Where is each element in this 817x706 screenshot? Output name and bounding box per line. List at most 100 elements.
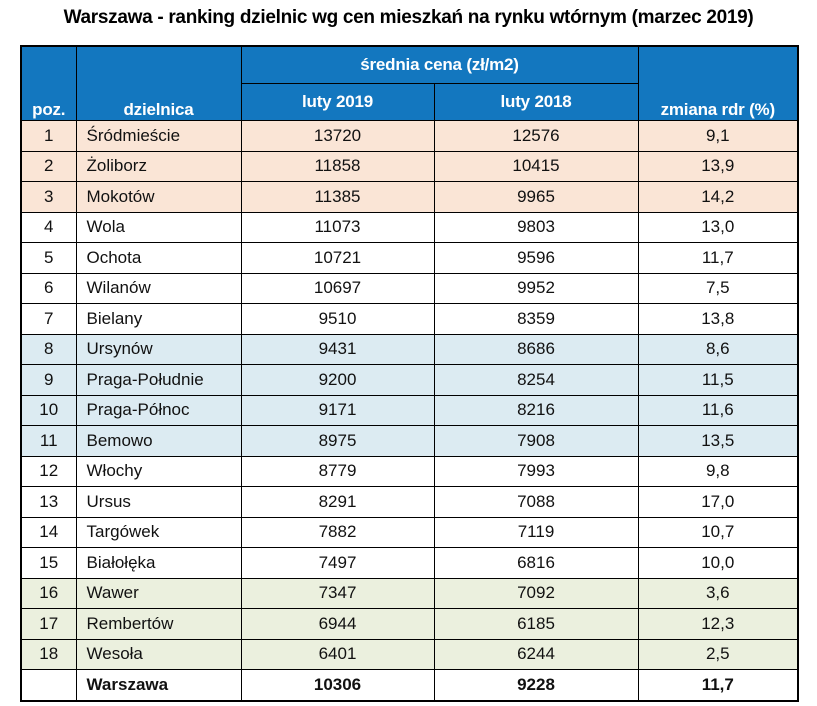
cell-poz: 9 [20, 364, 77, 396]
cell-poz: 3 [20, 181, 77, 213]
col-header-luty-2018: luty 2018 [433, 83, 639, 121]
cell-dzielnica: Wesoła [75, 638, 242, 670]
cell-luty-2019: 11385 [240, 181, 435, 213]
cell-dzielnica: Bielany [75, 303, 242, 335]
table-row: 6 Wilanów 10697 9952 7,5 [20, 272, 799, 304]
cell-dzielnica: Rembertów [75, 608, 242, 640]
page-title: Warszawa - ranking dzielnic wg cen miesz… [63, 7, 754, 28]
cell-zmiana-rdr: 3,6 [637, 577, 799, 609]
cell-dzielnica: Włochy [75, 455, 242, 487]
cell-zmiana-rdr: 13,9 [637, 150, 799, 182]
cell-zmiana-rdr: 11,5 [637, 364, 799, 396]
col-group-header-srednia-cena: średnia cena (zł/m2) [240, 45, 639, 84]
cell-zmiana-rdr: 2,5 [637, 638, 799, 670]
cell-zmiana-rdr: 9,8 [637, 455, 799, 487]
cell-zmiana-rdr: 10,7 [637, 516, 799, 548]
cell-luty-2019: 7347 [240, 577, 435, 609]
table-row: 2 Żoliborz 11858 10415 13,9 [20, 150, 799, 182]
cell-zmiana-rdr: 11,7 [637, 669, 799, 701]
cell-poz: 16 [20, 577, 77, 609]
table-row: 1 Śródmieście 13720 12576 9,1 [20, 120, 799, 152]
cell-poz: 2 [20, 150, 77, 182]
cell-luty-2018: 8359 [433, 303, 639, 335]
table-row: 3 Mokotów 11385 9965 14,2 [20, 181, 799, 213]
ranking-table: poz. dzielnica średnia cena (zł/m2) zmia… [20, 45, 800, 702]
table-row: 13 Ursus 8291 7088 17,0 [20, 486, 799, 518]
table-row: 9 Praga-Południe 9200 8254 11,5 [20, 364, 799, 396]
cell-luty-2018: 7092 [433, 577, 639, 609]
cell-luty-2018: 9965 [433, 181, 639, 213]
cell-luty-2019: 11858 [240, 150, 435, 182]
cell-dzielnica: Śródmieście [75, 120, 242, 152]
cell-luty-2019: 8975 [240, 425, 435, 457]
cell-dzielnica: Wola [75, 211, 242, 243]
cell-luty-2019: 9510 [240, 303, 435, 335]
cell-luty-2018: 12576 [433, 120, 639, 152]
header-row-sub: luty 2019 luty 2018 [21, 83, 798, 121]
cell-luty-2018: 7088 [433, 486, 639, 518]
cell-dzielnica: Białołęka [75, 547, 242, 579]
cell-poz: 7 [20, 303, 77, 335]
cell-dzielnica: Targówek [75, 516, 242, 548]
cell-zmiana-rdr: 13,5 [637, 425, 799, 457]
col-header-poz: poz. [20, 45, 77, 121]
cell-poz: 5 [20, 242, 77, 274]
cell-luty-2019: 9431 [240, 333, 435, 365]
cell-zmiana-rdr: 9,1 [637, 120, 799, 152]
cell-zmiana-rdr: 7,5 [637, 272, 799, 304]
cell-zmiana-rdr: 13,8 [637, 303, 799, 335]
cell-dzielnica: Praga-Południe [75, 364, 242, 396]
cell-poz: 10 [20, 394, 77, 426]
cell-poz: 13 [20, 486, 77, 518]
cell-luty-2018: 10415 [433, 150, 639, 182]
table-row: 12 Włochy 8779 7993 9,8 [20, 455, 799, 487]
cell-zmiana-rdr: 11,7 [637, 242, 799, 274]
cell-poz: 12 [20, 455, 77, 487]
table-row: 5 Ochota 10721 9596 11,7 [20, 242, 799, 274]
cell-zmiana-rdr: 13,0 [637, 211, 799, 243]
cell-zmiana-rdr: 10,0 [637, 547, 799, 579]
cell-luty-2019: 9200 [240, 364, 435, 396]
summary-row: Warszawa 10306 9228 11,7 [20, 669, 799, 701]
cell-dzielnica: Warszawa [75, 669, 242, 701]
cell-dzielnica: Żoliborz [75, 150, 242, 182]
cell-luty-2018: 7119 [433, 516, 639, 548]
table-row: 4 Wola 11073 9803 13,0 [20, 211, 799, 243]
cell-luty-2018: 7908 [433, 425, 639, 457]
cell-dzielnica: Mokotów [75, 181, 242, 213]
cell-poz [20, 669, 77, 701]
cell-luty-2019: 7497 [240, 547, 435, 579]
cell-luty-2019: 8291 [240, 486, 435, 518]
cell-dzielnica: Bemowo [75, 425, 242, 457]
cell-luty-2018: 8216 [433, 394, 639, 426]
col-header-zmiana-rdr: zmiana rdr (%) [637, 45, 799, 121]
cell-luty-2018: 9803 [433, 211, 639, 243]
cell-poz: 14 [20, 516, 77, 548]
cell-luty-2019: 10306 [240, 669, 435, 701]
table-row: 17 Rembertów 6944 6185 12,3 [20, 608, 799, 640]
cell-luty-2019: 7882 [240, 516, 435, 548]
cell-dzielnica: Praga-Północ [75, 394, 242, 426]
cell-poz: 1 [20, 120, 77, 152]
cell-luty-2019: 8779 [240, 455, 435, 487]
cell-poz: 15 [20, 547, 77, 579]
cell-luty-2019: 10721 [240, 242, 435, 274]
cell-luty-2018: 9952 [433, 272, 639, 304]
cell-poz: 18 [20, 638, 77, 670]
cell-poz: 6 [20, 272, 77, 304]
cell-dzielnica: Ursus [75, 486, 242, 518]
cell-luty-2018: 6185 [433, 608, 639, 640]
cell-luty-2019: 6401 [240, 638, 435, 670]
col-header-dzielnica: dzielnica [75, 45, 242, 121]
cell-zmiana-rdr: 11,6 [637, 394, 799, 426]
cell-dzielnica: Ursynów [75, 333, 242, 365]
table-header: poz. dzielnica średnia cena (zł/m2) zmia… [20, 45, 799, 121]
cell-luty-2018: 8254 [433, 364, 639, 396]
cell-poz: 17 [20, 608, 77, 640]
cell-luty-2018: 8686 [433, 333, 639, 365]
cell-luty-2019: 10697 [240, 272, 435, 304]
cell-zmiana-rdr: 8,6 [637, 333, 799, 365]
table-row: 8 Ursynów 9431 8686 8,6 [20, 333, 799, 365]
table-row: 10 Praga-Północ 9171 8216 11,6 [20, 394, 799, 426]
